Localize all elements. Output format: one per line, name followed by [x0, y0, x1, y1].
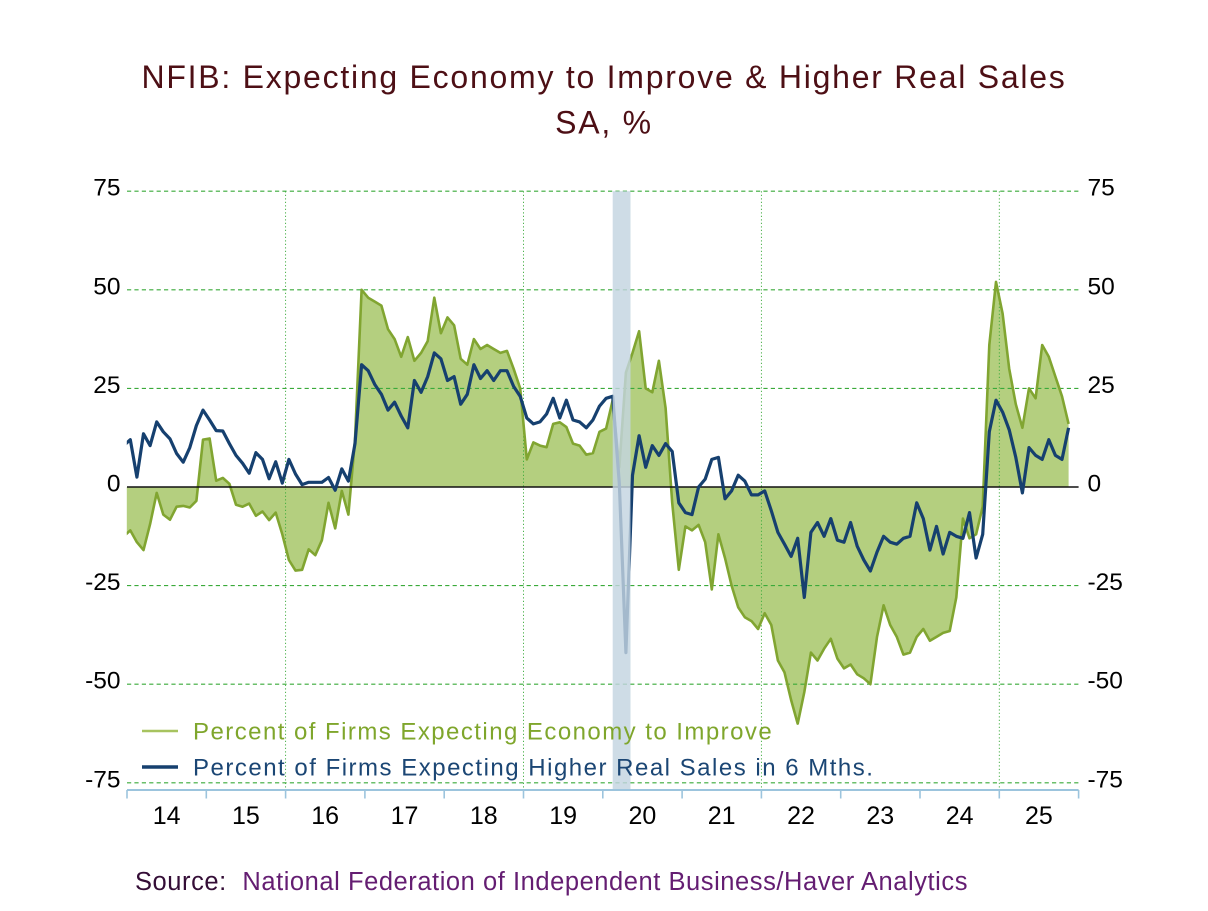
- svg-text:22: 22: [787, 802, 815, 830]
- svg-text:16: 16: [311, 802, 339, 830]
- svg-text:-50: -50: [85, 668, 120, 695]
- svg-text:Percent of Firms Expecting Eco: Percent of Firms Expecting Economy to Im…: [193, 719, 773, 746]
- svg-text:25: 25: [93, 372, 120, 399]
- svg-text:NFIB: Expecting Economy to Imp: NFIB: Expecting Economy to Improve & Hig…: [141, 59, 1066, 95]
- svg-text:19: 19: [549, 802, 577, 830]
- svg-text:14: 14: [153, 802, 181, 830]
- svg-text:15: 15: [232, 802, 260, 830]
- svg-text:23: 23: [866, 802, 894, 830]
- svg-text:18: 18: [470, 802, 498, 830]
- svg-text:21: 21: [708, 802, 736, 830]
- svg-text:0: 0: [107, 471, 121, 498]
- svg-text:50: 50: [1088, 273, 1115, 300]
- svg-text:24: 24: [946, 802, 974, 830]
- svg-text:-50: -50: [1088, 668, 1123, 695]
- svg-text:Percent of Firms Expecting Hig: Percent of Firms Expecting Higher Real S…: [193, 755, 874, 782]
- svg-text:-75: -75: [1088, 766, 1123, 793]
- svg-text:17: 17: [391, 802, 419, 830]
- svg-text:25: 25: [1088, 372, 1115, 399]
- svg-text:20: 20: [628, 802, 656, 830]
- svg-text:0: 0: [1088, 471, 1102, 498]
- svg-text:-25: -25: [85, 569, 120, 596]
- svg-text:Source: National Federation of: Source: National Federation of Independe…: [135, 868, 968, 896]
- svg-text:75: 75: [93, 175, 120, 202]
- svg-text:50: 50: [93, 273, 120, 300]
- svg-text:75: 75: [1088, 175, 1115, 202]
- svg-text:SA, %: SA, %: [555, 105, 653, 141]
- svg-text:-75: -75: [85, 766, 120, 793]
- svg-text:-25: -25: [1088, 569, 1123, 596]
- svg-text:25: 25: [1025, 802, 1053, 830]
